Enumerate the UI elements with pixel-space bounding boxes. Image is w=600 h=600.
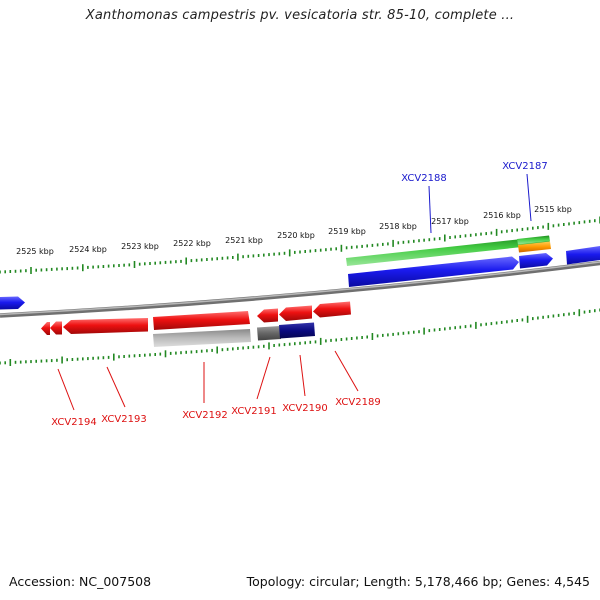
gene-xcv2187-orange-feature[interactable]: [518, 241, 551, 253]
gene-xcv2193-red-arrow[interactable]: [63, 318, 148, 334]
scale-label: 2521 kbp: [225, 236, 263, 245]
scale-label: 2516 kbp: [483, 211, 521, 220]
genome-summary-text: Topology: circular; Length: 5,178,466 bp…: [246, 574, 590, 589]
gene-label-xcv2190[interactable]: XCV2190: [282, 403, 327, 414]
gene-xcv2192-red-feature[interactable]: [153, 311, 250, 330]
gene-label-xcv2192[interactable]: XCV2192: [182, 410, 227, 421]
accession-text: Accession: NC_007508: [9, 574, 152, 589]
scale-label: 2522 kbp: [173, 239, 211, 248]
gene-xcv2192-gray-feature[interactable]: [153, 329, 251, 347]
inner-scale-ticks: [0, 308, 600, 366]
genome-backbone-highlight: [0, 261, 600, 316]
gene-left-edge-blue-arrow[interactable]: [0, 296, 25, 310]
gene-xcv2189-red-arrow[interactable]: [313, 301, 351, 318]
gene-xcv2190-red-arrow[interactable]: [279, 305, 312, 322]
scale-label: 2525 kbp: [16, 247, 54, 256]
gene-label-xcv2193[interactable]: XCV2193: [101, 414, 146, 425]
scale-label: 2523 kbp: [121, 242, 159, 251]
scale-label: 2519 kbp: [328, 227, 366, 236]
genome-backbone: [0, 260, 600, 318]
scale-label: 2524 kbp: [69, 245, 107, 254]
gene-label-xcv2189[interactable]: XCV2189: [335, 397, 380, 408]
scale-label: 2520 kbp: [277, 231, 315, 240]
gene-xcv2191-red-arrow[interactable]: [257, 308, 278, 323]
gene-leader-lines: [57, 173, 532, 411]
gene-xcv2191-gray-feature[interactable]: [257, 326, 281, 341]
gene-xcv2190-navy-feature[interactable]: [279, 322, 315, 339]
gene-label-xcv2187[interactable]: XCV2187: [502, 161, 547, 172]
gene-xcv2187-blue-arrow[interactable]: [519, 253, 553, 269]
gene-xcv2188-rrna-feature[interactable]: [346, 236, 550, 266]
gene-xcv2194b-red-arrow[interactable]: [50, 321, 62, 335]
gene-xcv2187-green-feature[interactable]: [517, 235, 550, 245]
gene-label-xcv2191[interactable]: XCV2191: [231, 406, 276, 417]
scale-labels: 2525 kbp 2524 kbp 2523 kbp 2522 kbp 2521 kbp…: [16, 205, 572, 256]
map-title: Xanthomonas campestris pv. vesicatoria s…: [85, 8, 515, 23]
gene-xcv2188-blue-arrow[interactable]: [348, 256, 519, 288]
gene-label-xcv2194[interactable]: XCV2194: [51, 417, 96, 428]
gene-right-edge-blue-feature[interactable]: [566, 246, 600, 265]
gene-xcv2194-red-arrow[interactable]: [41, 322, 50, 335]
gene-label-xcv2188[interactable]: XCV2188: [401, 173, 446, 184]
plus-strand-features: [0, 235, 600, 310]
outer-scale-ticks: [0, 216, 600, 274]
scale-label: 2515 kbp: [534, 205, 572, 214]
scale-label: 2517 kbp: [431, 217, 469, 226]
scale-label: 2518 kbp: [379, 222, 417, 231]
minus-strand-features: [41, 301, 351, 347]
